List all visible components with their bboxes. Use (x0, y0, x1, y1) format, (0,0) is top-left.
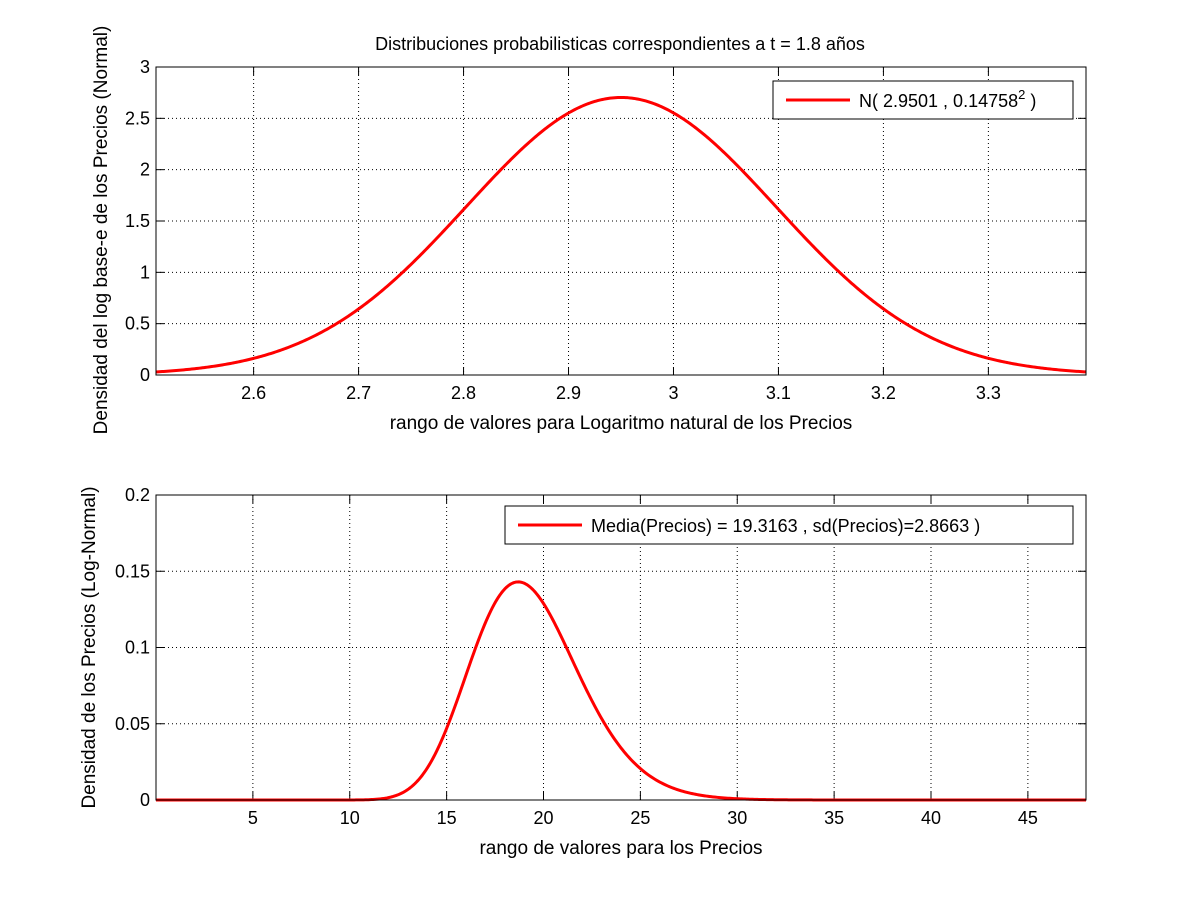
y-tick-label: 2 (140, 160, 150, 180)
legend-label-text: N( 2.9501 , 0.14758 (859, 91, 1018, 111)
x-tick-label: 2.8 (451, 383, 476, 403)
axes-frame (155, 494, 1087, 801)
x-tick-label: 20 (533, 808, 553, 828)
x-tick-label: 25 (630, 808, 650, 828)
legend-label-superscript: 2 (1018, 87, 1025, 102)
legend-label: N( 2.9501 , 0.147582 ) (859, 87, 1036, 111)
y-tick-label: 1.5 (125, 211, 150, 231)
y-tick-label: 1 (140, 262, 150, 282)
axes-frame (155, 66, 1087, 376)
y-tick-label: 0.5 (125, 314, 150, 334)
legend-label-text: Media(Precios) = 19.3163 , sd(Precios)=2… (591, 516, 980, 536)
y-tick-label: 0 (140, 365, 150, 385)
legend: N( 2.9501 , 0.147582 ) (772, 80, 1074, 120)
x-tick-label: 2.7 (346, 383, 371, 403)
x-axis-label: rango de valores para los Precios (479, 838, 762, 859)
plot-normal: 2.6 2.7 2.8 2.9 3 3.1 3.2 3.3 0 0.5 1 1.5 2 2.5 3 rango… (91, 26, 1087, 435)
y-axis-label: Densidad del log base-e de los Precios (… (91, 26, 112, 435)
legend-box (504, 505, 1074, 545)
y-tick-label: 2.5 (125, 108, 150, 128)
figure-title: Distribuciones probabilisticas correspon… (375, 34, 865, 54)
x-tick-label: 3 (668, 383, 678, 403)
x-tick-label: 3.2 (871, 383, 896, 403)
x-axis-label: rango de valores para Logaritmo natural … (390, 413, 853, 434)
x-tick-label: 45 (1018, 808, 1038, 828)
x-tick-label: 3.1 (766, 383, 791, 403)
x-tick-label: 2.6 (241, 383, 266, 403)
x-tick-label: 5 (248, 808, 258, 828)
y-tick-label: 0.1 (125, 638, 150, 658)
x-tick-label: 40 (921, 808, 941, 828)
y-tick-label: 0 (140, 790, 150, 810)
series-line (155, 95, 1087, 374)
legend-label: Media(Precios) = 19.3163 , sd(Precios)=2… (591, 516, 980, 536)
y-tick-label: 3 (140, 57, 150, 77)
x-tick-label: 10 (340, 808, 360, 828)
y-axis-label: Densidad de los Precios (Log-Normal) (79, 486, 100, 808)
legend-label-suffix: ) (1025, 91, 1036, 111)
x-tick-label: 2.9 (556, 383, 581, 403)
x-tick-label: 30 (727, 808, 747, 828)
y-tick-label: 0.05 (115, 714, 150, 734)
legend: Media(Precios) = 19.3163 , sd(Precios)=2… (504, 505, 1074, 545)
x-tick-label: 15 (437, 808, 457, 828)
y-tick-label: 0.15 (115, 561, 150, 581)
x-tick-label: 35 (824, 808, 844, 828)
plot-lognormal: 5 10 15 20 25 30 35 40 45 0 0.05 0.1 0.15 0.2 rango de… (79, 485, 1087, 859)
x-tick-label: 3.3 (976, 383, 1001, 403)
y-tick-label: 0.2 (125, 485, 150, 505)
